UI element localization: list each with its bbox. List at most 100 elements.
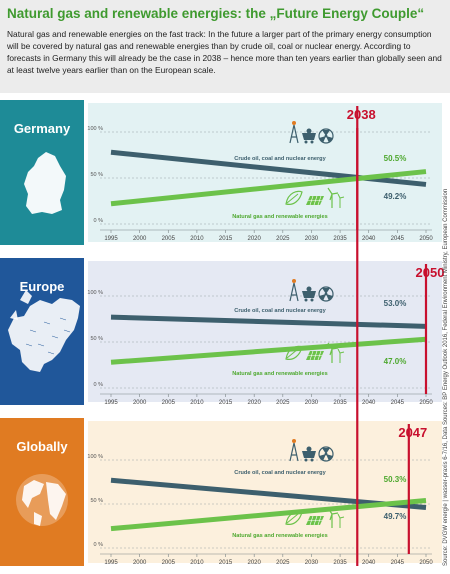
- x-tick-label: 2025: [276, 560, 290, 566]
- x-tick-label: 2020: [248, 236, 262, 242]
- oil-pump-icon: [289, 279, 299, 302]
- x-tick-label: 2010: [190, 560, 204, 566]
- coal-cart-icon: [302, 286, 316, 302]
- x-tick-label: 2010: [190, 236, 204, 242]
- region-name: Germany: [14, 121, 71, 136]
- x-tick-label: 2020: [248, 400, 262, 406]
- percent-label-fossil: 53.0%: [384, 299, 407, 308]
- leaf-icon: [285, 345, 303, 360]
- x-tick-label: 2035: [333, 236, 347, 242]
- x-tick-label: 2040: [362, 400, 376, 406]
- x-tick-label: 2030: [305, 236, 319, 242]
- x-tick-label: 2025: [276, 236, 290, 242]
- header-box: Natural gas and renewable energies: the …: [0, 0, 450, 93]
- coal-cart-icon: [302, 128, 316, 144]
- percent-label-renewable: 50.3%: [384, 475, 407, 484]
- wind-turbine-icon: [327, 342, 345, 363]
- percent-label-renewable: 47.0%: [384, 357, 407, 366]
- intro-text: Natural gas and renewable energies on th…: [7, 29, 442, 75]
- y-tick-label: 0 %: [94, 218, 104, 224]
- x-tick-label: 2045: [391, 560, 405, 566]
- x-tick-label: 2000: [133, 400, 147, 406]
- x-tick-label: 2025: [276, 400, 290, 406]
- y-tick-label: 0 %: [94, 542, 104, 548]
- y-tick-label: 0 %: [94, 382, 104, 388]
- x-tick-label: 2015: [219, 236, 233, 242]
- region-name: Globally: [16, 439, 68, 454]
- nuclear-icon: [318, 446, 334, 462]
- renewable-series-name: Natural gas and renewable energies: [232, 533, 327, 539]
- fossil-series-name: Crude oil, coal and nuclear energy: [234, 470, 326, 476]
- x-tick-label: 2010: [190, 400, 204, 406]
- fossil-series-line: [110, 314, 427, 329]
- x-tick-label: 2000: [133, 560, 147, 566]
- x-tick-label: 2045: [391, 236, 405, 242]
- y-tick-label: 100 %: [87, 126, 103, 132]
- x-tick-label: 2005: [162, 560, 176, 566]
- x-tick-label: 2035: [333, 400, 347, 406]
- crossover-year-label: 2047: [398, 425, 427, 440]
- panel-globally: Globally 0 % 50 % 100 % 1995 2000 2005 2010 2015…: [0, 418, 442, 566]
- percent-label-renewable: 50.5%: [384, 154, 407, 163]
- coal-cart-icon: [302, 446, 316, 462]
- x-tick-label: 1995: [104, 400, 118, 406]
- x-tick-label: 2020: [248, 560, 262, 566]
- x-tick-label: 2050: [419, 236, 433, 242]
- renewable-series-line: [110, 497, 427, 532]
- renewable-series-name: Natural gas and renewable energies: [232, 214, 327, 220]
- wind-turbine-icon: [327, 187, 345, 208]
- x-tick-label: 1995: [104, 236, 118, 242]
- panel-germany: Germany 0 % 50 % 100 % 1995 2000 2005 2010 2015 2…: [0, 100, 442, 245]
- x-tick-label: 2035: [333, 560, 347, 566]
- germany-map-icon: [24, 152, 66, 214]
- crossover-year-label: 2050: [416, 265, 445, 280]
- x-tick-label: 2005: [162, 400, 176, 406]
- x-tick-label: 1995: [104, 560, 118, 566]
- percent-label-fossil: 49.2%: [384, 192, 407, 201]
- plot-area: [88, 103, 442, 242]
- oil-pump-icon: [289, 121, 299, 144]
- wind-turbine-icon: [327, 507, 345, 528]
- renewable-series-line: [110, 169, 427, 207]
- fossil-series-name: Crude oil, coal and nuclear energy: [234, 156, 326, 162]
- solar-panel-icon: [306, 350, 324, 361]
- y-tick-label: 100 %: [87, 290, 103, 296]
- y-tick-label: 50 %: [90, 172, 103, 178]
- x-tick-label: 2030: [305, 400, 319, 406]
- x-tick-label: 2050: [419, 400, 433, 406]
- renewable-series-name: Natural gas and renewable energies: [232, 371, 327, 377]
- leaf-icon: [285, 190, 303, 205]
- x-tick-label: 2040: [362, 560, 376, 566]
- globe-icon: [16, 474, 68, 526]
- region-panel: [0, 418, 84, 566]
- solar-panel-icon: [306, 195, 324, 206]
- x-tick-label: 2030: [305, 560, 319, 566]
- percent-label-fossil: 49.7%: [384, 512, 407, 521]
- renewable-series-line: [110, 336, 427, 365]
- x-tick-label: 2050: [419, 560, 433, 566]
- x-tick-label: 2000: [133, 236, 147, 242]
- nuclear-icon: [318, 286, 334, 302]
- region-name: Europe: [20, 279, 65, 294]
- page-title: Natural gas and renewable energies: the …: [7, 6, 425, 21]
- crossover-year-label: 2038: [347, 107, 376, 122]
- x-tick-label: 2005: [162, 236, 176, 242]
- y-tick-label: 100 %: [87, 454, 103, 460]
- oil-pump-icon: [289, 439, 299, 462]
- panel-europe: Europe 0 % 50 % 100 % 1995 2000 2005 2010 2015 20…: [0, 258, 444, 406]
- plot-area: [88, 261, 442, 402]
- y-tick-label: 50 %: [90, 498, 103, 504]
- solar-panel-icon: [306, 515, 324, 526]
- leaf-icon: [285, 510, 303, 525]
- y-tick-label: 50 %: [90, 336, 103, 342]
- europe-map-icon: [8, 290, 80, 372]
- x-tick-label: 2045: [391, 400, 405, 406]
- x-tick-label: 2015: [219, 400, 233, 406]
- nuclear-icon: [318, 128, 334, 144]
- x-tick-label: 2040: [362, 236, 376, 242]
- x-tick-label: 2015: [219, 560, 233, 566]
- fossil-series-name: Crude oil, coal and nuclear energy: [234, 308, 326, 314]
- source-note: Source: DVGW energie | wasser-praxis 6-7…: [443, 189, 449, 566]
